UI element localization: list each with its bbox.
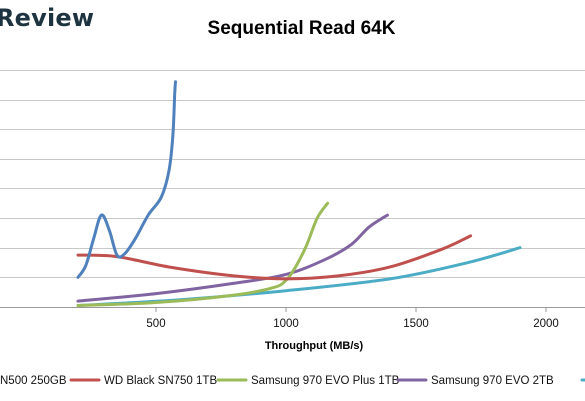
legend-label-0: N500 250GB xyxy=(0,375,67,387)
x-tick-label: 2000 xyxy=(533,318,559,330)
chart-title: Sequential Read 64K xyxy=(207,18,396,39)
series-line-1 xyxy=(76,234,473,281)
series-line-3 xyxy=(76,213,389,303)
x-tick-label: 1500 xyxy=(403,318,429,330)
legend-label-1: WD Black SN750 1TB xyxy=(104,375,217,387)
x-tick-label: 500 xyxy=(146,318,165,330)
brand-logo-text: Review xyxy=(0,4,95,32)
legend-label-2: Samsung 970 EVO Plus 1TB xyxy=(251,375,400,387)
series-line-0 xyxy=(76,80,177,279)
x-axis-title: Throughput (MB/s) xyxy=(265,340,364,352)
series-line-4 xyxy=(76,246,522,308)
x-tick-label: 1000 xyxy=(273,318,299,330)
legend-label-3: Samsung 970 EVO 2TB xyxy=(431,375,554,387)
